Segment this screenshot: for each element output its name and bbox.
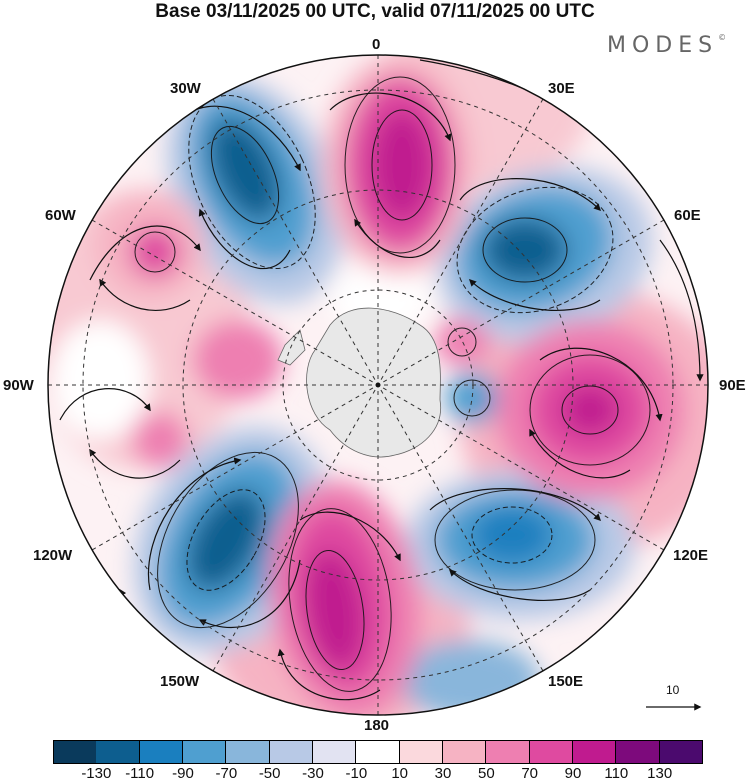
colorbar-swatch: [96, 740, 140, 764]
colorbar-tick-label: 30: [434, 765, 452, 782]
colorbar-tick-label: 90: [564, 765, 582, 782]
colorbar-swatch: [659, 740, 703, 764]
lon-label-120e: 120E: [673, 547, 709, 564]
colorbar-swatch: [486, 740, 530, 764]
colorbar-swatch: [226, 740, 270, 764]
map-disk: [48, 55, 708, 715]
colorbar-tick-label: -90: [172, 765, 194, 782]
lon-label-90e: 90E: [719, 377, 746, 394]
colorbar-swatch: [399, 740, 443, 764]
colorbar-tick-label: -10: [345, 765, 368, 782]
lon-label-180: 180: [364, 717, 390, 734]
colorbar-tick-label: 50: [477, 765, 495, 782]
colorbar-swatch: [269, 740, 313, 764]
colorbar-tick-label: -70: [215, 765, 238, 782]
colorbar-tick-label: 70: [521, 765, 538, 782]
colorbar-tick-label: 110: [604, 765, 629, 782]
colorbar-swatch: [616, 740, 660, 764]
colorbar-swatch: [313, 740, 357, 764]
lon-label-30w: 30W: [170, 80, 201, 97]
lon-label-90w: 90W: [3, 377, 34, 394]
antarctic-peninsula: [277, 329, 306, 366]
lon-label-60w: 60W: [45, 207, 76, 224]
map-boundary: [47, 54, 709, 716]
brand-logo: MODES©: [607, 33, 726, 58]
colorbar-tick-label: -110: [125, 765, 155, 782]
lon-label-120w: 120W: [33, 547, 73, 564]
colorbar-swatch: [53, 740, 98, 764]
antarctica-landmass: [306, 307, 442, 458]
colorbar: [53, 740, 703, 764]
contours: [134, 76, 651, 692]
brand-mark: ©: [718, 33, 727, 42]
colorbar-tick-label: -130: [81, 765, 112, 782]
lon-label-150w: 150W: [160, 673, 200, 690]
colorbar-tick-label: -50: [258, 765, 281, 782]
lon-label-0: 0: [372, 36, 381, 53]
anomaly-field: [48, 55, 708, 715]
colorbar-swatch: [139, 740, 183, 764]
polar-map: [47, 54, 709, 716]
colorbar-swatch: [529, 740, 573, 764]
colorbar-tick-label: 130: [647, 765, 673, 782]
colorbar-tick-label: -30: [302, 765, 324, 782]
colorbar-swatch: [183, 740, 227, 764]
colorbar-swatch: [443, 740, 487, 764]
lon-label-30e: 30E: [548, 80, 575, 97]
colorbar-swatch: [356, 740, 400, 764]
brand-text: MODES: [607, 33, 719, 58]
colorbar-swatch: [573, 740, 617, 764]
reference-vector-label: 10: [666, 683, 680, 697]
colorbar-tick-label: 10: [391, 765, 408, 782]
lon-label-150e: 150E: [548, 673, 584, 690]
lon-label-60e: 60E: [674, 207, 701, 224]
chart-title: Base 03/11/2025 00 UTC, valid 07/11/2025…: [155, 1, 595, 22]
